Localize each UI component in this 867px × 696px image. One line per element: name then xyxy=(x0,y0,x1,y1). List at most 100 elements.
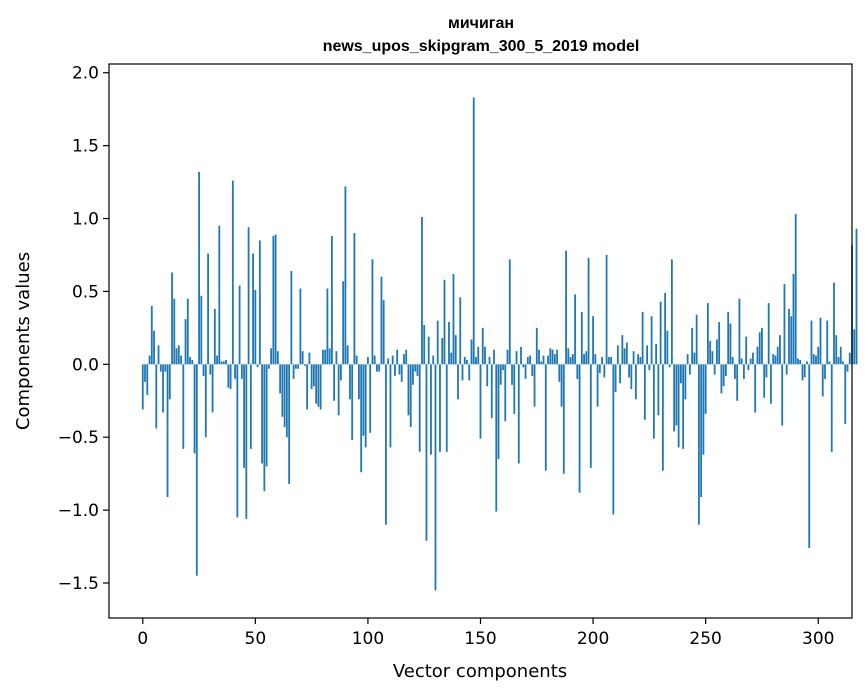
bar xyxy=(328,348,331,365)
bar xyxy=(481,327,484,365)
bar xyxy=(229,364,232,390)
bar xyxy=(713,364,716,375)
bar xyxy=(432,355,435,365)
bar xyxy=(729,323,732,365)
bar xyxy=(344,186,347,365)
bar xyxy=(716,339,718,365)
bar xyxy=(479,364,482,439)
bar xyxy=(810,320,813,365)
bar xyxy=(652,364,655,439)
plot-area-frame xyxy=(108,63,853,619)
bar xyxy=(763,364,766,398)
bar xyxy=(362,364,365,436)
bar xyxy=(299,288,302,365)
bar xyxy=(367,357,369,365)
bar xyxy=(225,359,227,365)
bar xyxy=(817,346,820,365)
bar xyxy=(540,361,543,365)
bar xyxy=(153,330,155,365)
bar xyxy=(204,364,207,438)
x-tick-label: 250 xyxy=(689,629,721,649)
bar xyxy=(394,364,396,376)
bar xyxy=(612,364,615,515)
bar xyxy=(698,364,700,525)
bar xyxy=(297,364,300,369)
bar xyxy=(529,355,531,365)
bar xyxy=(772,354,775,365)
bar xyxy=(312,364,315,387)
bar xyxy=(443,279,446,365)
bar xyxy=(610,357,612,365)
bar xyxy=(454,335,457,365)
bar xyxy=(173,298,176,365)
bar xyxy=(774,355,777,365)
bar xyxy=(236,364,239,518)
bar xyxy=(254,289,257,365)
bar xyxy=(779,335,781,365)
bar xyxy=(493,349,495,365)
bar xyxy=(245,364,248,519)
bar xyxy=(144,364,146,382)
bar xyxy=(819,317,822,365)
bar xyxy=(508,259,511,365)
bar xyxy=(303,364,306,366)
bar xyxy=(389,364,392,448)
bar xyxy=(758,332,761,365)
bar xyxy=(281,364,284,417)
bar xyxy=(515,351,518,365)
bar xyxy=(387,358,390,365)
bar xyxy=(166,364,169,497)
bar xyxy=(470,339,473,365)
bar xyxy=(472,97,475,365)
bar xyxy=(688,364,691,375)
bar xyxy=(369,364,372,433)
bar xyxy=(141,364,144,410)
bar xyxy=(150,306,153,365)
bar xyxy=(175,348,178,365)
bar xyxy=(319,364,322,410)
bar xyxy=(385,364,387,525)
bar xyxy=(553,354,556,365)
bar xyxy=(855,228,858,365)
bar xyxy=(524,364,527,379)
bar xyxy=(249,364,252,449)
bar xyxy=(704,364,707,414)
bar xyxy=(675,364,678,426)
bar xyxy=(639,357,642,365)
bar xyxy=(531,364,534,376)
bar xyxy=(569,357,572,365)
bar xyxy=(603,364,606,378)
bar xyxy=(770,364,772,404)
bar xyxy=(418,364,421,452)
bar xyxy=(378,364,381,372)
bar xyxy=(623,348,626,365)
bar xyxy=(407,364,410,416)
bar xyxy=(463,357,466,365)
bar xyxy=(794,214,797,365)
bar xyxy=(294,364,297,369)
bar xyxy=(198,171,200,365)
bar xyxy=(709,341,712,365)
bar xyxy=(520,346,522,365)
bar xyxy=(211,364,214,413)
bar xyxy=(207,253,209,365)
bar xyxy=(788,308,790,365)
bar xyxy=(457,364,459,400)
bar xyxy=(734,364,736,379)
bar xyxy=(193,364,196,454)
x-axis-ticks: 0 50 100 150 200 250 300 xyxy=(137,618,834,649)
bar xyxy=(767,303,770,365)
bar xyxy=(835,335,838,365)
x-tick-label: 200 xyxy=(577,629,609,649)
y-tick-label: −1.0 xyxy=(58,501,99,521)
bar xyxy=(450,352,453,365)
bar xyxy=(162,364,164,413)
bar xyxy=(668,364,671,368)
bar xyxy=(513,364,516,414)
bar xyxy=(684,364,687,400)
bar xyxy=(731,357,734,365)
bar xyxy=(790,316,793,365)
bar xyxy=(461,364,464,381)
bar xyxy=(556,349,558,365)
